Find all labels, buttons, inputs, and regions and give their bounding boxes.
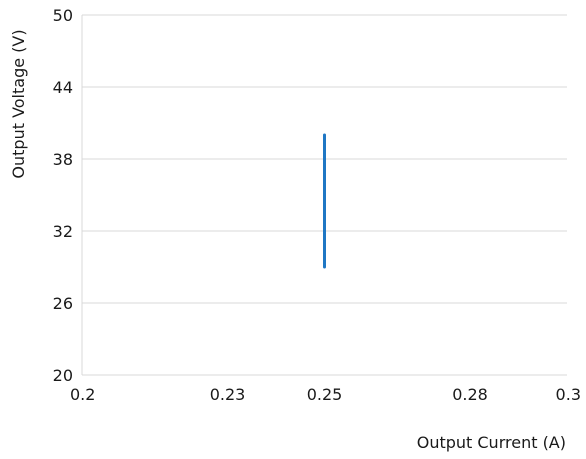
x-tick-labels: 0.2 0.23 0.25 0.28 0.3 (70, 385, 581, 404)
y-axis-title: Output Voltage (V) (9, 29, 28, 178)
y-tick-label: 26 (53, 294, 73, 313)
y-tick-label: 50 (53, 6, 73, 25)
x-tick-label: 0.28 (452, 385, 488, 404)
y-tick-label: 20 (53, 366, 73, 385)
x-tick-label: 0.2 (70, 385, 95, 404)
y-tick-labels: 20 26 32 38 44 50 (53, 6, 73, 385)
y-tick-label: 38 (53, 150, 73, 169)
x-tick-label: 0.25 (307, 385, 343, 404)
y-tick-label: 32 (53, 222, 73, 241)
x-tick-label: 0.23 (210, 385, 246, 404)
x-axis-title: Output Current (A) (417, 433, 566, 452)
y-tick-label: 44 (53, 78, 73, 97)
x-tick-label: 0.3 (556, 385, 581, 404)
